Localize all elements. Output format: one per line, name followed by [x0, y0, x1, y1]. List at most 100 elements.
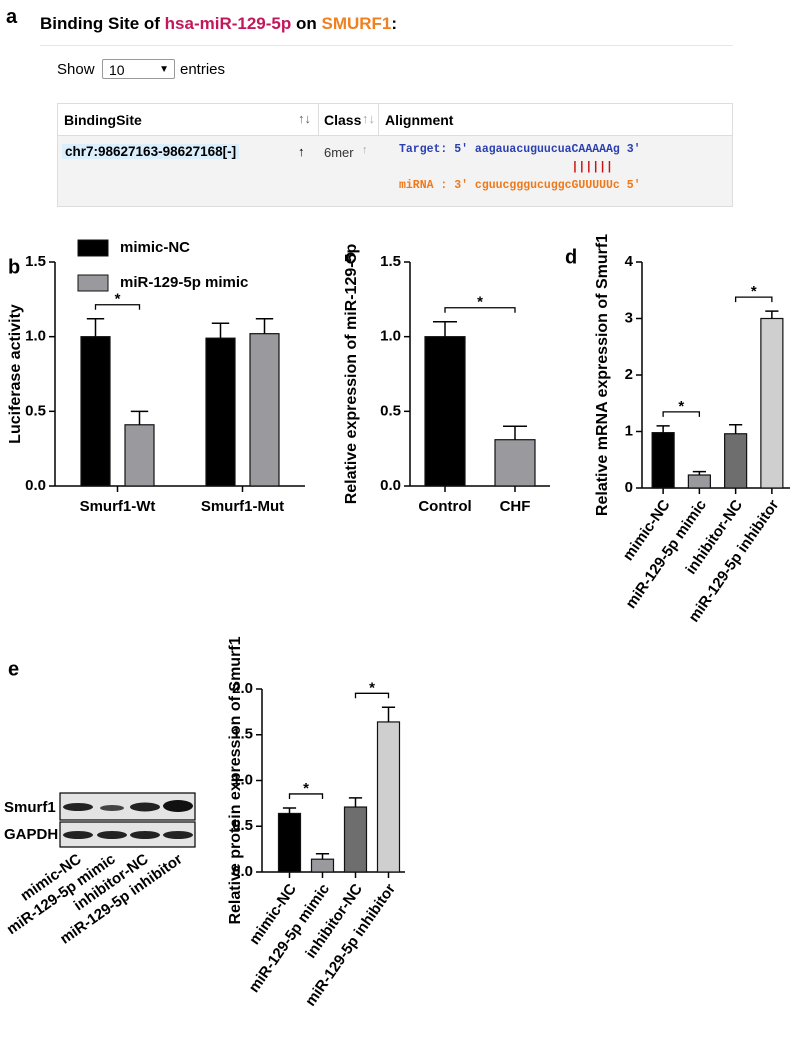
bar: [376, 721, 401, 873]
y-tick-label: 0: [625, 479, 633, 496]
sort-icon[interactable]: ↑↓: [362, 111, 375, 126]
y-tick-label: 0.0: [232, 863, 253, 880]
bar: [249, 333, 280, 487]
bar: [277, 812, 302, 873]
title-mirna: hsa-miR-129-5p: [164, 14, 292, 33]
error-bar: [348, 797, 363, 808]
y-tick-label: 0.5: [380, 402, 401, 419]
error-bar: [211, 322, 230, 339]
bar: [424, 336, 466, 487]
header-cell: Alignment: [385, 112, 454, 128]
y-tick-label: 0.5: [232, 817, 253, 834]
y-tick-label: 2: [625, 366, 633, 383]
error-bar: [381, 706, 396, 722]
panel-label: c: [345, 246, 356, 268]
y-axis-label: Luciferase activity: [7, 304, 24, 444]
alignment-mirna: miRNA : 3' cguucgggucuggcGUUUUUc 5': [399, 179, 641, 192]
significance-bracket: [354, 692, 390, 699]
y-tick-label: 1.5: [380, 253, 401, 270]
bar: [124, 424, 155, 487]
x-tick-label: Smurf1-Mut: [201, 498, 284, 515]
significance-bracket: [662, 411, 701, 417]
bar: [760, 317, 784, 489]
title-text: :: [391, 14, 398, 33]
significance-label: *: [477, 294, 483, 311]
y-tick-label: 1.5: [232, 726, 253, 743]
significance-label: *: [369, 679, 375, 696]
significance-bracket: [734, 296, 773, 303]
y-tick-label: 1.0: [380, 328, 401, 345]
band: [130, 831, 160, 839]
title-text: on: [291, 14, 322, 33]
blot-row-label: GAPDH: [4, 826, 58, 843]
title: Binding Site of hsa-miR-129-5p on SMURF1…: [40, 14, 397, 34]
panel-label: e: [8, 658, 19, 680]
y-axis-label: Relative expression of miR-129-5p: [343, 244, 360, 505]
sort-icon: ↑: [298, 144, 305, 159]
error-bar: [692, 470, 706, 476]
title-text: Binding Site of: [40, 14, 165, 33]
y-tick-label: 4: [625, 253, 634, 270]
band: [97, 831, 127, 839]
significance-bracket: [288, 793, 324, 799]
x-tick-label: Smurf1-Wt: [80, 498, 156, 515]
table-header: [58, 104, 732, 136]
alignment-pairs: ||||||: [571, 161, 613, 174]
table: BindingSite ↑↓ Class ↑↓ Alignment chr7:9…: [57, 103, 733, 207]
legend-swatch: [77, 274, 109, 292]
y-tick-label: 3: [625, 309, 633, 326]
legend-label: mimic-NC: [120, 239, 190, 256]
entries-label: entries: [180, 61, 226, 78]
header-cell[interactable]: BindingSite: [64, 112, 142, 128]
y-tick-label: 0.0: [380, 477, 401, 494]
band: [130, 802, 160, 812]
bar: [687, 474, 711, 489]
alignment-target: Target: 5' aagauacuguucuaCAAAAAg 3': [399, 143, 641, 156]
divider: [40, 45, 733, 46]
significance-bracket: [94, 304, 141, 310]
sort-icon[interactable]: ↑↓: [298, 111, 311, 126]
band: [63, 831, 93, 839]
x-tick-label: CHF: [500, 498, 531, 515]
cell: chr7:98627163-98627168[-]: [62, 144, 240, 159]
error-bar: [433, 320, 457, 337]
x-tick-label: Control: [418, 498, 471, 515]
error-bar: [255, 317, 274, 334]
sort-icon: ↑: [362, 144, 368, 156]
error-bar: [656, 425, 670, 433]
significance-label: *: [678, 398, 684, 415]
y-axis-label: Relative protein expression of Smurf1: [227, 636, 244, 924]
bar: [494, 439, 536, 487]
y-tick-label: 0.5: [25, 402, 46, 419]
y-tick-label: 1.0: [232, 771, 253, 788]
band: [163, 831, 193, 839]
significance-label: *: [303, 780, 309, 797]
y-tick-label: 1.5: [25, 253, 46, 270]
bar: [724, 433, 748, 489]
legend-label: miR-129-5p mimic: [120, 274, 248, 291]
entries-select[interactable]: 10 ▼: [102, 59, 175, 79]
title-gene: SMURF1: [321, 14, 392, 33]
error-bar: [282, 807, 297, 814]
error-bar: [503, 425, 527, 440]
significance-label: *: [751, 283, 757, 300]
show-label: Show: [57, 61, 95, 78]
panel-label: a: [6, 6, 18, 28]
header-cell[interactable]: Class: [324, 112, 362, 128]
y-tick-label: 1: [625, 422, 633, 439]
bar: [80, 336, 111, 487]
cell: 6mer: [324, 145, 354, 160]
entries-value: 10: [109, 62, 125, 78]
error-bar: [130, 410, 149, 425]
significance-bracket: [444, 307, 516, 313]
error-bar: [765, 310, 779, 319]
bar: [310, 858, 335, 873]
y-tick-label: 1.0: [25, 328, 46, 345]
error-bar: [315, 852, 330, 860]
y-tick-label: 2.0: [232, 680, 253, 697]
significance-label: *: [115, 291, 121, 308]
blot-row-label: Smurf1: [4, 799, 56, 816]
dropdown-arrow: ▼: [159, 64, 169, 75]
